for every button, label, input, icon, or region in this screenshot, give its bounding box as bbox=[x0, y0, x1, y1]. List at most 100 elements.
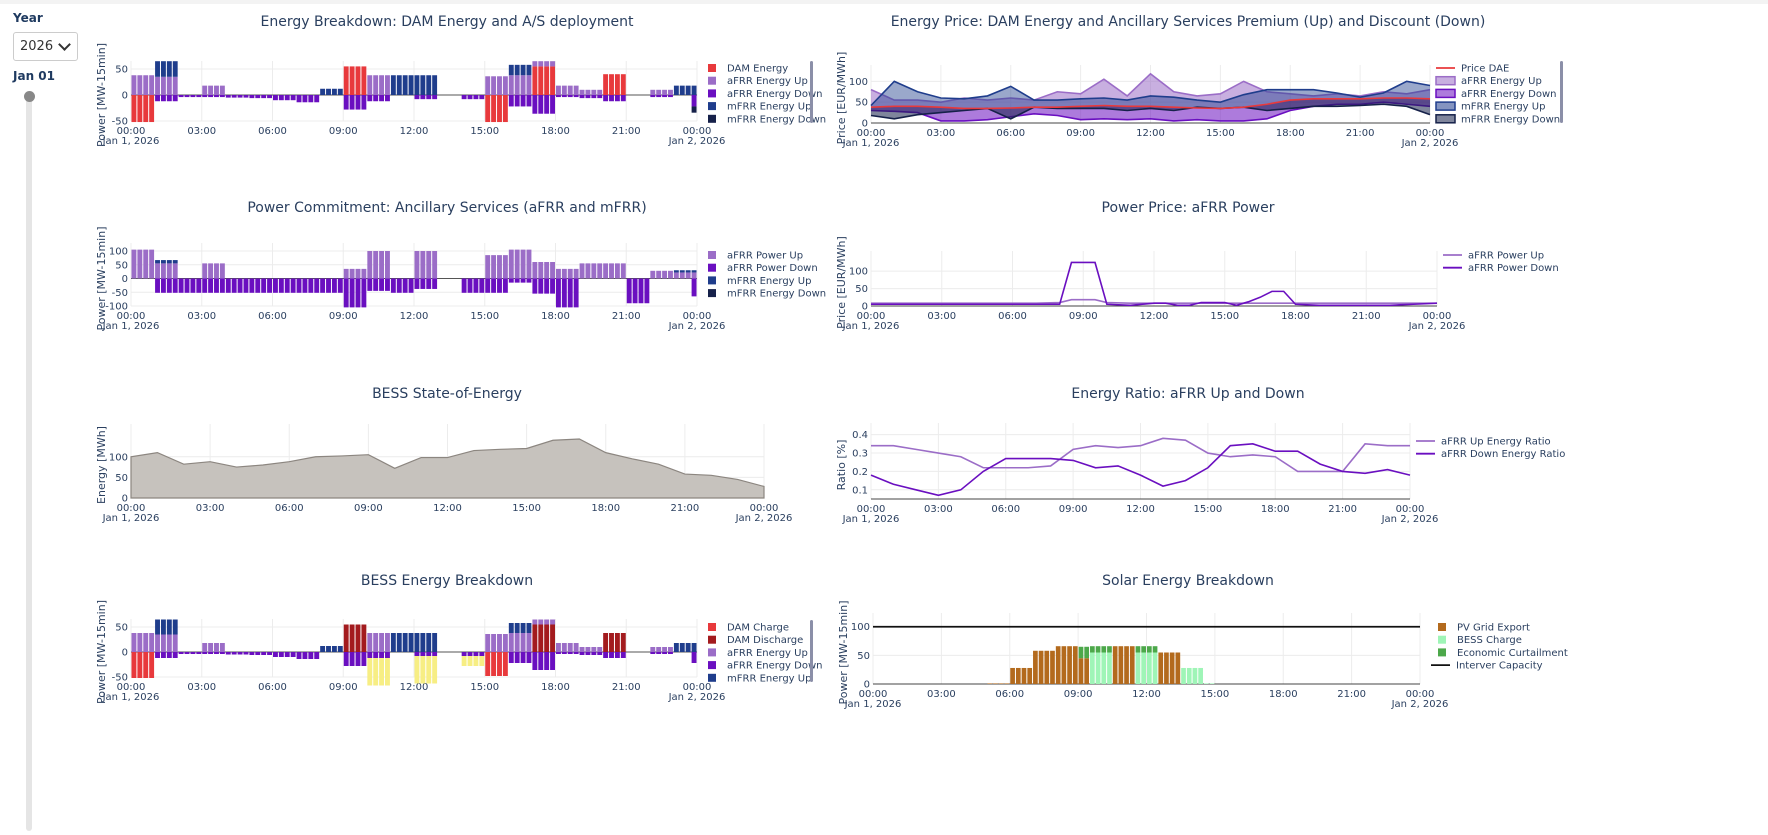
legend-entry: DAM Discharge bbox=[727, 635, 803, 646]
x-end-date: Jan 2, 2026 bbox=[1381, 514, 1439, 525]
x-start-date: Jan 1, 2026 bbox=[842, 514, 900, 525]
bar-afrr-power-down bbox=[267, 278, 272, 293]
bar-afrr-energy-down bbox=[508, 652, 514, 663]
bar-afrr-power-up bbox=[172, 263, 178, 279]
bar-afrr-energy-down bbox=[662, 95, 668, 98]
bar-afrr-energy-down bbox=[656, 652, 662, 654]
bar-dam-charge bbox=[143, 652, 149, 678]
bar-afrr-energy-down bbox=[302, 95, 308, 103]
bar-afrr-energy-up bbox=[579, 647, 585, 652]
bar-afrr-energy-up bbox=[155, 634, 160, 652]
y-tick-label: -50 bbox=[112, 117, 128, 128]
x-tick-label: 18:00 bbox=[541, 311, 570, 322]
x-tick-label: 09:00 bbox=[329, 682, 358, 693]
bar-afrr-power-down bbox=[420, 278, 426, 289]
bar-afrr-energy-down bbox=[532, 95, 538, 114]
bar-dam-energy bbox=[137, 95, 143, 123]
x-tick-label: 00:00 bbox=[857, 128, 886, 139]
x-tick-label: 09:00 bbox=[1069, 311, 1098, 322]
bar-extra bbox=[379, 658, 385, 686]
bar-afrr-energy-down bbox=[620, 652, 626, 658]
bar-bess-charge bbox=[1141, 652, 1146, 684]
bar-extra bbox=[385, 658, 390, 686]
y-tick-label: 50 bbox=[115, 473, 128, 484]
bar-afrr-energy-up bbox=[650, 89, 656, 95]
date-slider-track[interactable] bbox=[26, 96, 32, 831]
bar-mfrr-energy-up bbox=[691, 270, 697, 273]
date-slider-handle[interactable] bbox=[24, 91, 35, 102]
bar-dam-energy bbox=[614, 74, 620, 95]
bar-afrr-energy-up bbox=[485, 634, 491, 652]
bar-afrr-energy-up bbox=[143, 75, 149, 95]
bar-afrr-energy-down bbox=[214, 652, 219, 654]
bar-afrr-energy-up bbox=[597, 647, 603, 652]
bar-afrr-energy-down bbox=[603, 652, 609, 658]
bar-dam-charge bbox=[485, 652, 491, 676]
x-tick-label: 06:00 bbox=[275, 503, 304, 514]
bar-afrr-energy-up bbox=[208, 643, 214, 652]
bar-afrr-energy-down bbox=[361, 95, 367, 110]
bar-pv-grid-export bbox=[1078, 658, 1084, 684]
bar-afrr-power-up bbox=[485, 255, 491, 279]
bar-pv-grid-export bbox=[1004, 683, 1010, 684]
bar-pv-grid-export bbox=[1050, 650, 1055, 684]
line-afrr-energy-up bbox=[870, 72, 1431, 103]
legend-entry: mFRR Energy Up bbox=[727, 673, 811, 684]
bar-mfrr-energy-up bbox=[514, 64, 520, 76]
bar-afrr-energy-down bbox=[231, 652, 237, 655]
bar-afrr-energy-up bbox=[514, 75, 520, 95]
bar-afrr-energy-down bbox=[296, 652, 302, 659]
y-tick-label: 0 bbox=[122, 648, 128, 659]
year-select[interactable]: 2026 bbox=[13, 32, 78, 61]
x-tick-label: 06:00 bbox=[258, 311, 287, 322]
bar-pv-grid-export bbox=[1124, 646, 1129, 684]
bar-mfrr-energy-up bbox=[414, 75, 420, 95]
y-tick-label: -50 bbox=[112, 288, 128, 299]
bar-afrr-power-up bbox=[650, 270, 656, 279]
legend-entry: DAM Charge bbox=[727, 623, 789, 634]
legend-entry: Economic Curtailment bbox=[1457, 648, 1568, 659]
x-tick-label: 15:00 bbox=[1210, 311, 1239, 322]
bar-dam-discharge bbox=[550, 624, 555, 652]
bar-mfrr-energy-up bbox=[685, 270, 691, 273]
bar-mfrr-energy-up bbox=[526, 64, 532, 76]
x-tick-label: 00:00 bbox=[1423, 311, 1452, 322]
bar-bess-charge bbox=[1095, 652, 1101, 684]
bar-afrr-power-down bbox=[243, 278, 249, 293]
x-tick-label: 12:00 bbox=[1140, 311, 1169, 322]
bar-afrr-energy-down bbox=[579, 95, 585, 99]
legend-swatch bbox=[1435, 114, 1456, 124]
bar-afrr-energy-down bbox=[473, 95, 479, 100]
bar-afrr-energy-down bbox=[561, 652, 567, 654]
legend-swatch bbox=[708, 89, 716, 98]
bar-afrr-energy-up bbox=[556, 85, 561, 95]
bar-afrr-power-down bbox=[479, 278, 485, 293]
legend-entry: mFRR Energy Up bbox=[727, 102, 811, 113]
bar-extra bbox=[367, 658, 373, 686]
bar-afrr-energy-down bbox=[237, 652, 243, 655]
bar-afrr-energy-up bbox=[556, 643, 561, 652]
bar-afrr-energy-down bbox=[219, 652, 225, 654]
y-tick-label: 0 bbox=[862, 119, 868, 130]
chart-title: Power Price: aFRR Power bbox=[1102, 200, 1275, 216]
bar-pv-grid-export bbox=[1010, 667, 1015, 684]
bar-afrr-power-down bbox=[214, 278, 219, 293]
bar-mfrr-energy-up bbox=[320, 88, 326, 95]
bar-afrr-energy-up bbox=[219, 85, 225, 95]
legend-entry: aFRR Energy Up bbox=[727, 648, 808, 659]
bar-afrr-power-up bbox=[502, 255, 508, 279]
bar-afrr-energy-down bbox=[255, 652, 261, 655]
bar-afrr-power-up bbox=[137, 249, 143, 279]
bar-afrr-energy-down bbox=[155, 95, 160, 102]
x-end-date: Jan 2, 2026 bbox=[668, 692, 726, 703]
bar-afrr-energy-up bbox=[532, 61, 538, 67]
bar-afrr-energy-down bbox=[514, 95, 520, 107]
bar-afrr-power-down bbox=[414, 278, 420, 289]
y-tick-label: 50 bbox=[115, 260, 128, 271]
bar-afrr-energy-down bbox=[479, 95, 485, 100]
y-tick-label: 50 bbox=[115, 623, 128, 634]
bar-afrr-energy-down bbox=[343, 95, 349, 110]
bar-afrr-energy-up bbox=[573, 85, 579, 95]
legend-swatch bbox=[1438, 623, 1446, 631]
bar-mfrr-energy-up bbox=[508, 64, 514, 76]
